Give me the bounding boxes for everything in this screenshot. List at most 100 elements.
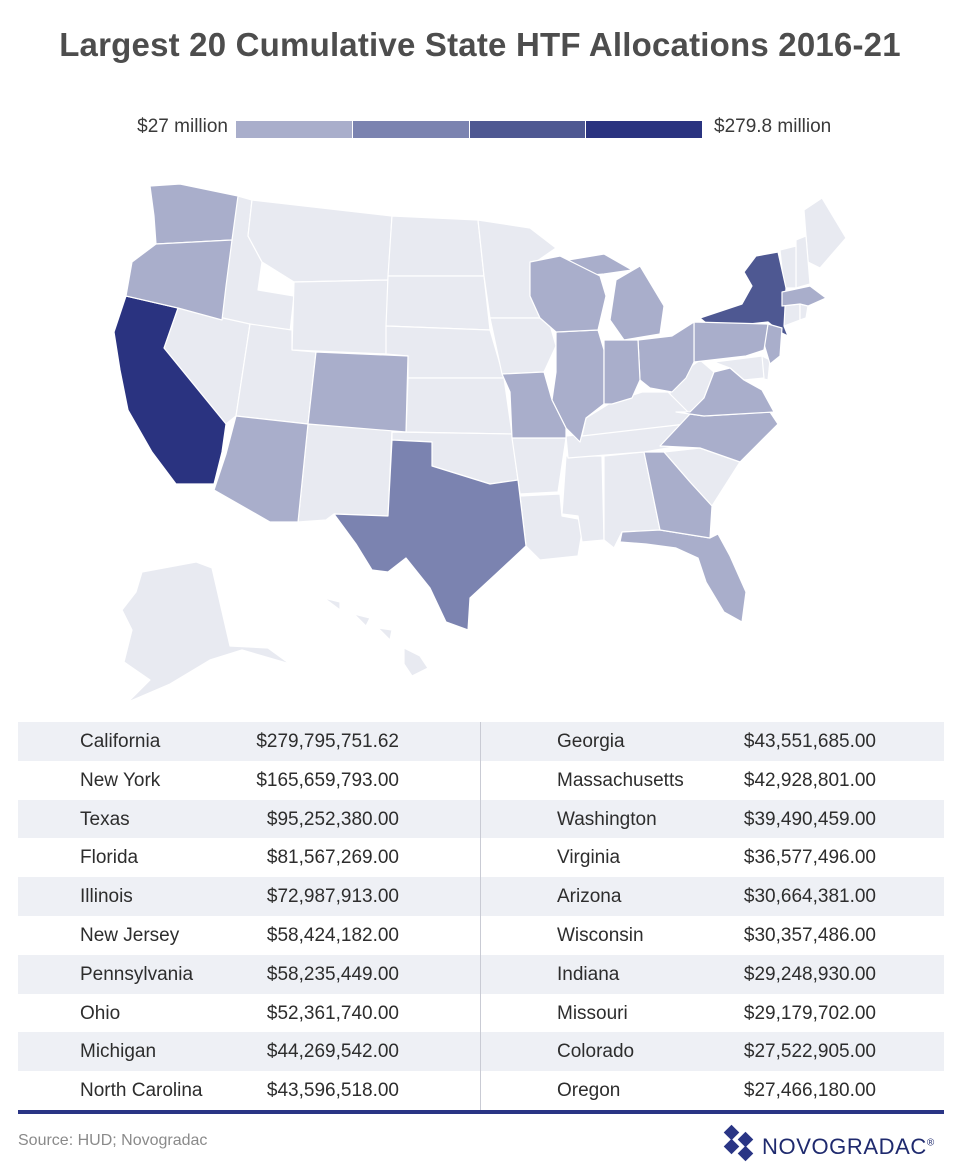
- allocation-amount: $165,659,793.00: [256, 769, 399, 791]
- state-rhode-island: [799, 303, 809, 321]
- table-cell-left: North Carolina $43,596,518.00: [18, 1071, 481, 1110]
- table-cell-right: Georgia $43,551,685.00: [481, 722, 944, 761]
- state-name: Texas: [80, 808, 130, 830]
- logo-wordmark-text: NOVOGRADAC: [762, 1134, 927, 1159]
- table-row: Florida $81,567,269.00 Virginia $36,577,496…: [18, 838, 944, 877]
- state-name: Indiana: [557, 963, 620, 985]
- table-cell-left: California $279,795,751.62: [18, 722, 481, 761]
- allocation-amount: $27,522,905.00: [743, 1041, 876, 1063]
- allocation-amount: $95,252,380.00: [266, 808, 399, 830]
- diamond-logo-icon: [723, 1124, 754, 1162]
- state-name: New York: [80, 769, 161, 791]
- allocation-amount: $43,551,685.00: [743, 731, 876, 752]
- state-name: Illinois: [80, 886, 133, 908]
- table-cell-right: Arizona $30,664,381.00: [481, 877, 944, 916]
- allocation-amount: $27,466,180.00: [743, 1080, 876, 1102]
- allocation-amount: $58,424,182.00: [266, 924, 399, 946]
- state-iowa: [489, 317, 557, 375]
- table-row: Ohio $52,361,740.00 Missouri $29,179,702.00: [18, 994, 944, 1033]
- allocation-amount: $81,567,269.00: [266, 847, 399, 869]
- allocations-table: California $279,795,751.62 Georgia $43,551,…: [18, 722, 944, 1110]
- state-georgia: [643, 451, 713, 539]
- state-california: [113, 295, 227, 485]
- legend-max-label: $279.8 million: [714, 116, 832, 137]
- state-name: North Carolina: [80, 1080, 203, 1102]
- allocation-amount: $52,361,740.00: [266, 1002, 399, 1024]
- state-north-dakota: [387, 215, 485, 277]
- state-indiana: [603, 339, 641, 405]
- state-mississippi: [561, 455, 605, 543]
- novogradac-logo: NOVOGRADAC®: [720, 1122, 952, 1166]
- allocation-amount: $30,664,381.00: [743, 886, 876, 908]
- state-colorado: [307, 351, 409, 433]
- legend-swatch-1: [236, 121, 352, 138]
- state-virginia: [675, 367, 775, 417]
- state-arizona: [213, 415, 309, 523]
- table-row: North Carolina $43,596,518.00 Oregon $27,46…: [18, 1071, 944, 1110]
- table-cell-right: Virginia $36,577,496.00: [481, 838, 944, 877]
- table-row: California $279,795,751.62 Georgia $43,551,…: [18, 722, 944, 761]
- state-new-york: [699, 251, 789, 337]
- state-wyoming: [291, 279, 389, 355]
- state-missouri: [501, 371, 567, 439]
- state-kansas: [405, 377, 513, 435]
- allocation-amount: $30,357,486.00: [743, 924, 876, 946]
- allocation-amount: $29,179,702.00: [743, 1002, 876, 1024]
- logo-registered: ®: [926, 1137, 935, 1149]
- state-south-dakota: [385, 275, 491, 331]
- state-name: Oregon: [557, 1080, 621, 1102]
- state-washington: [149, 183, 239, 245]
- state-name: Ohio: [80, 1002, 121, 1024]
- table-cell-left: Illinois $72,987,913.00: [18, 877, 481, 916]
- table-cell-right: Oregon $27,466,180.00: [481, 1071, 944, 1110]
- legend-swatch-2: [351, 121, 469, 138]
- state-name: Florida: [80, 847, 139, 869]
- state-maine: [803, 197, 847, 269]
- state-oregon: [125, 239, 233, 321]
- table-row: Michigan $44,269,542.00 Colorado $27,522,90…: [18, 1032, 944, 1072]
- state-wisconsin: [529, 255, 607, 333]
- state-name: California: [80, 731, 161, 752]
- state-ohio: [637, 321, 695, 393]
- state-name: Massachusetts: [557, 769, 684, 791]
- state-montana: [247, 199, 393, 283]
- source-note: Source: HUD; Novogradac: [18, 1132, 208, 1149]
- highlighted-states: [113, 183, 827, 631]
- state-maryland: [713, 355, 765, 381]
- table-cell-left: Ohio $52,361,740.00: [18, 994, 481, 1033]
- legend-color-scale: [236, 121, 702, 138]
- table-row: New York $165,659,793.00 Massachusetts $42,…: [18, 761, 944, 800]
- allocation-amount: $36,577,496.00: [743, 847, 876, 869]
- table-cell-left: New Jersey $58,424,182.00: [18, 916, 481, 955]
- table-cell-right: Colorado $27,522,905.00: [481, 1032, 944, 1072]
- us-map: [113, 183, 847, 703]
- table-row: Pennsylvania $58,235,449.00 Indiana $29,248…: [18, 954, 944, 994]
- table-cell-right: Washington $39,490,459.00: [481, 799, 944, 839]
- state-florida: [619, 529, 747, 623]
- bottom-rule: [18, 1110, 944, 1114]
- table-cell-right: Missouri $29,179,702.00: [481, 994, 944, 1033]
- state-illinois: [551, 329, 605, 443]
- state-name: Missouri: [557, 1002, 628, 1024]
- logo-wordmark: NOVOGRADAC®: [762, 1134, 935, 1160]
- state-name: Virginia: [557, 847, 621, 869]
- table-cell-right: Massachusetts $42,928,801.00: [481, 761, 944, 800]
- allocation-amount: $72,987,913.00: [266, 886, 399, 908]
- allocation-amount: $43,596,518.00: [266, 1080, 399, 1102]
- base-states: [121, 195, 847, 703]
- page-title: Largest 20 Cumulative State HTF Allocati…: [59, 26, 901, 63]
- allocation-amount: $279,795,751.62: [256, 731, 399, 752]
- table-cell-right: Wisconsin $30,357,486.00: [481, 916, 944, 955]
- state-alaska: [121, 561, 291, 703]
- allocation-amount: $58,235,449.00: [266, 963, 399, 985]
- table-cell-left: Florida $81,567,269.00: [18, 838, 481, 877]
- table-row: Illinois $72,987,913.00 Arizona $30,664,381…: [18, 877, 944, 916]
- allocation-amount: $44,269,542.00: [266, 1041, 399, 1063]
- allocation-amount: $42,928,801.00: [743, 769, 876, 791]
- legend-swatch-4: [585, 121, 702, 138]
- state-name: New Jersey: [80, 924, 180, 946]
- state-hawaii: [323, 597, 429, 677]
- table-cell-left: Pennsylvania $58,235,449.00: [18, 954, 481, 994]
- state-name: Colorado: [557, 1041, 635, 1063]
- state-name: Pennsylvania: [80, 963, 194, 985]
